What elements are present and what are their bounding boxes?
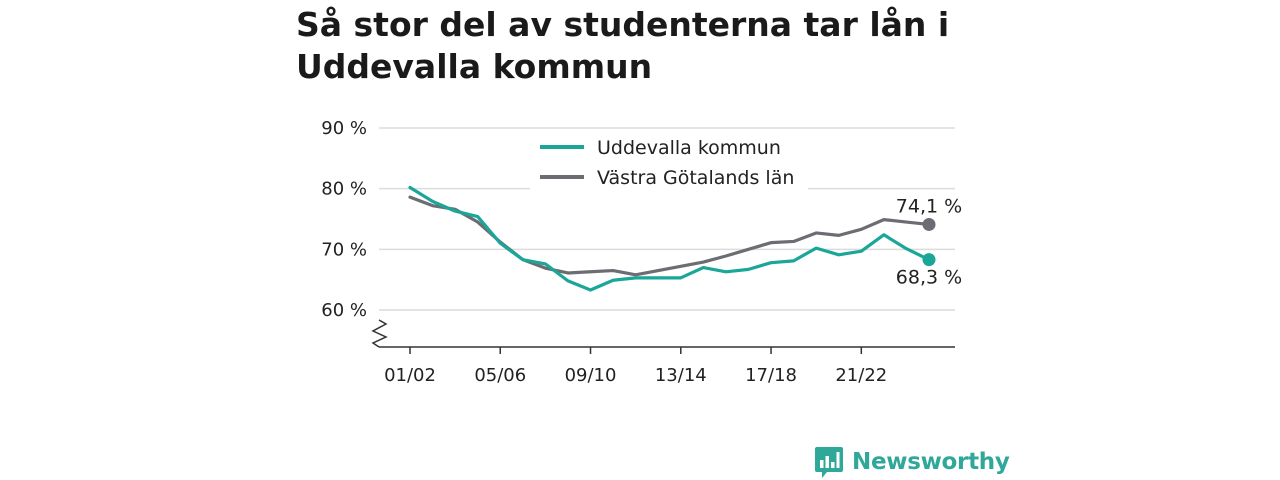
x-tick-label: 21/22	[835, 365, 887, 386]
x-tick-label: 17/18	[745, 365, 797, 386]
x-axis-ticks: 01/02 05/06 09/10 13/14 17/18 21/22	[384, 347, 887, 386]
x-tick-label: 09/10	[565, 365, 617, 386]
end-point	[922, 217, 936, 231]
series-line-0	[408, 185, 931, 292]
brand-name: Newsworthy	[852, 449, 1010, 475]
x-tick-label: 01/02	[384, 365, 436, 386]
x-tick-label: 13/14	[655, 365, 707, 386]
series-line-1	[408, 195, 931, 277]
axis-break-mark	[371, 319, 388, 348]
legend: Uddevalla kommun Västra Götalands län	[530, 131, 808, 193]
y-tick-label: 80 %	[321, 179, 367, 200]
series-lines	[408, 185, 936, 292]
end-point	[922, 253, 936, 267]
brand-logo: Newsworthy	[814, 445, 1010, 479]
axes	[371, 319, 955, 348]
x-tick-label: 05/06	[474, 365, 526, 386]
chart-title: Så stor del av studenterna tar lån i Udd…	[296, 5, 950, 86]
y-axis-ticks: 60 % 70 % 80 % 90 %	[321, 118, 367, 321]
legend-label: Uddevalla kommun	[597, 137, 781, 159]
end-label-uddevalla: 68,3 %	[896, 267, 962, 289]
end-labels: 74,1 % 68,3 %	[896, 195, 962, 288]
legend-label: Västra Götalands län	[597, 167, 794, 189]
bar-chart-badge-icon	[815, 447, 843, 478]
legend-background	[530, 131, 808, 193]
end-label-vastra-gotaland: 74,1 %	[896, 195, 962, 217]
y-tick-label: 70 %	[321, 239, 367, 260]
y-tick-label: 60 %	[321, 300, 367, 321]
y-tick-label: 90 %	[321, 118, 367, 139]
